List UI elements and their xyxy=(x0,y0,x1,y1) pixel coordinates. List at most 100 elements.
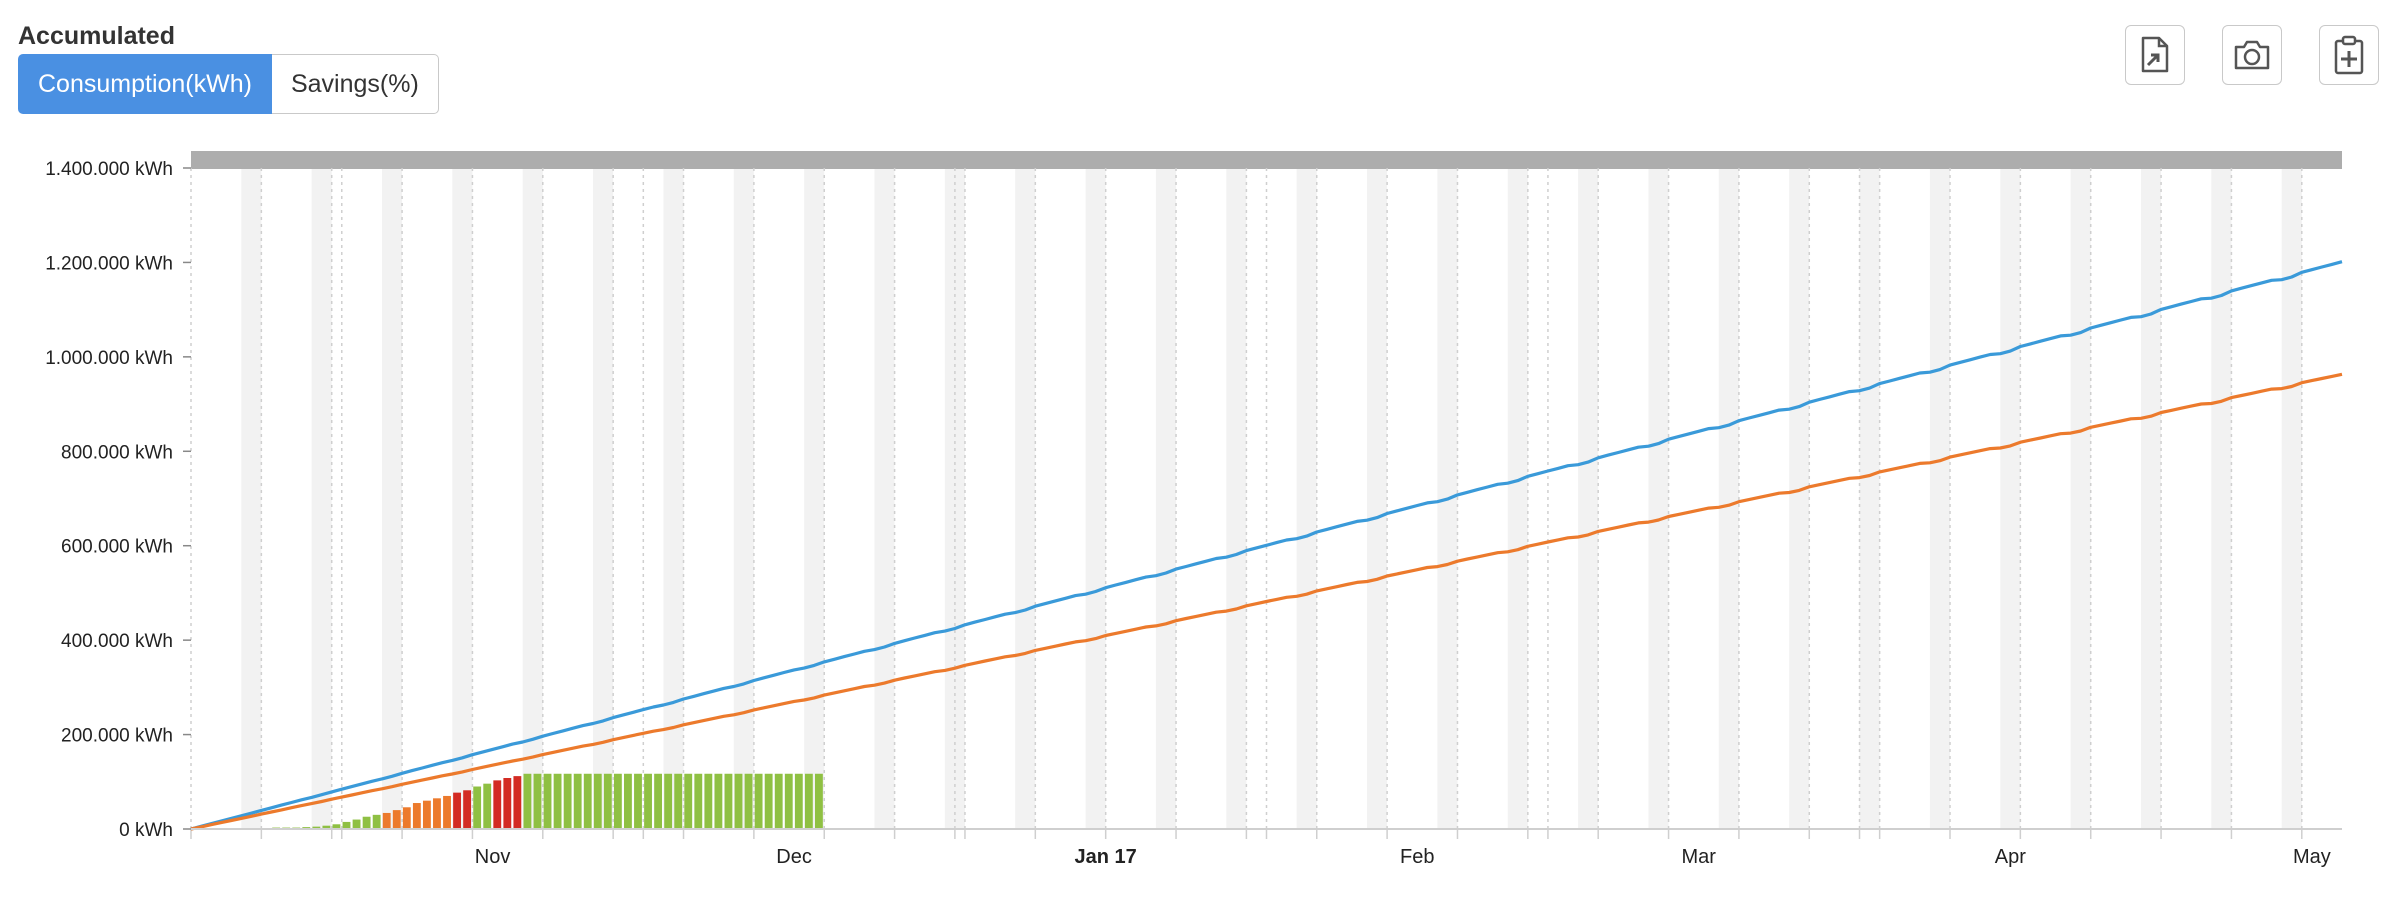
plot-top-band xyxy=(191,151,2342,169)
bar xyxy=(684,773,693,829)
y-tick-label: 600.000 kWh xyxy=(61,537,173,558)
weekend-band xyxy=(522,168,543,829)
weekend-band xyxy=(1859,168,1880,829)
weekend-band xyxy=(1296,168,1317,829)
weekend-band xyxy=(593,168,614,829)
bar xyxy=(422,800,431,829)
weekend-band xyxy=(2281,168,2302,829)
weekend-band xyxy=(1367,168,1388,829)
weekend-band xyxy=(1789,168,1810,829)
bar xyxy=(664,773,673,829)
weekend-band xyxy=(1648,168,1669,829)
bar xyxy=(513,776,522,829)
weekend-band xyxy=(2070,168,2091,829)
bar xyxy=(402,807,411,829)
x-tick-label: Nov xyxy=(475,846,511,868)
bar xyxy=(644,773,652,829)
bar xyxy=(774,773,783,829)
bar xyxy=(412,803,421,829)
tab-consumption[interactable]: Consumption(kWh) xyxy=(18,54,272,114)
weekend-band xyxy=(1507,168,1528,829)
bar xyxy=(473,786,482,829)
bar xyxy=(493,780,502,829)
clipboard-button[interactable] xyxy=(2319,25,2379,85)
bar xyxy=(553,773,562,829)
series-line xyxy=(190,372,2343,831)
bar xyxy=(593,773,602,829)
weekend-band xyxy=(2211,168,2232,829)
bar xyxy=(483,783,492,829)
weekend-band xyxy=(381,168,403,829)
screenshot-button[interactable] xyxy=(2222,25,2282,85)
bar xyxy=(794,773,803,829)
weekend-band xyxy=(1085,168,1106,829)
bar xyxy=(312,826,321,829)
chart-title: Accumulated xyxy=(18,22,175,50)
y-tick-label: 1.400.000 kWh xyxy=(45,159,173,180)
x-tick-label: Jan 17 xyxy=(1075,846,1137,868)
weekend-band xyxy=(663,168,684,829)
x-tick-label: Apr xyxy=(1995,846,2026,868)
y-tick-label: 1.200.000 kWh xyxy=(45,253,173,274)
bar xyxy=(704,773,713,829)
camera-icon xyxy=(2234,40,2270,70)
weekend-band xyxy=(311,168,332,829)
y-tick-label: 200.000 kWh xyxy=(61,726,173,747)
bar xyxy=(744,773,753,829)
bar xyxy=(573,773,582,829)
bar xyxy=(674,773,683,829)
bar xyxy=(624,773,632,829)
x-tick-label: Mar xyxy=(1681,846,1716,868)
weekend-band xyxy=(1015,168,1036,829)
bar xyxy=(754,773,763,829)
view-toggle: Consumption(kWh) Savings(%) xyxy=(18,54,439,114)
bar xyxy=(503,778,512,829)
bar xyxy=(634,773,642,829)
bar xyxy=(543,773,552,829)
bar xyxy=(603,773,612,829)
bar xyxy=(583,773,592,829)
export-file-button[interactable] xyxy=(2125,25,2185,85)
weekend-band xyxy=(241,168,262,829)
y-tick-label: 800.000 kWh xyxy=(61,442,173,463)
weekend-band xyxy=(1718,168,1739,829)
bar xyxy=(523,773,532,829)
bar xyxy=(392,810,401,829)
bar xyxy=(724,773,733,829)
bar xyxy=(433,798,441,829)
bar xyxy=(443,795,451,829)
weekend-band xyxy=(2140,168,2162,829)
bar xyxy=(613,773,622,829)
weekend-band xyxy=(874,168,895,829)
line-series xyxy=(190,260,2343,831)
bar xyxy=(563,773,572,829)
bar xyxy=(714,773,723,829)
y-tick-label: 0 kWh xyxy=(119,820,173,841)
bar xyxy=(372,814,381,829)
bar-series xyxy=(232,773,823,829)
weekend-band xyxy=(804,168,825,829)
bar xyxy=(332,824,341,829)
x-tick-label: Dec xyxy=(776,846,812,868)
clipboard-add-icon xyxy=(2334,35,2364,75)
series-line xyxy=(190,260,2343,831)
bar xyxy=(463,790,472,829)
bar xyxy=(764,773,773,829)
bar xyxy=(694,773,703,829)
axes: 0 kWh 200.000 kWh 400.000 kWh 600.000 kWh 80… xyxy=(45,159,2342,868)
y-tick-label: 400.000 kWh xyxy=(61,631,173,652)
bar xyxy=(654,773,663,829)
bar xyxy=(382,812,391,829)
x-tick-label: Feb xyxy=(1400,846,1434,868)
bar xyxy=(804,773,813,829)
weekend-band xyxy=(452,168,473,829)
bar xyxy=(734,773,743,829)
tab-savings[interactable]: Savings(%) xyxy=(271,54,439,114)
plot-background xyxy=(190,151,2342,839)
bar xyxy=(533,773,542,829)
bar xyxy=(342,821,351,829)
bar xyxy=(453,792,461,829)
bar xyxy=(322,825,331,829)
bar xyxy=(814,773,823,829)
weekend-band xyxy=(2000,168,2021,829)
